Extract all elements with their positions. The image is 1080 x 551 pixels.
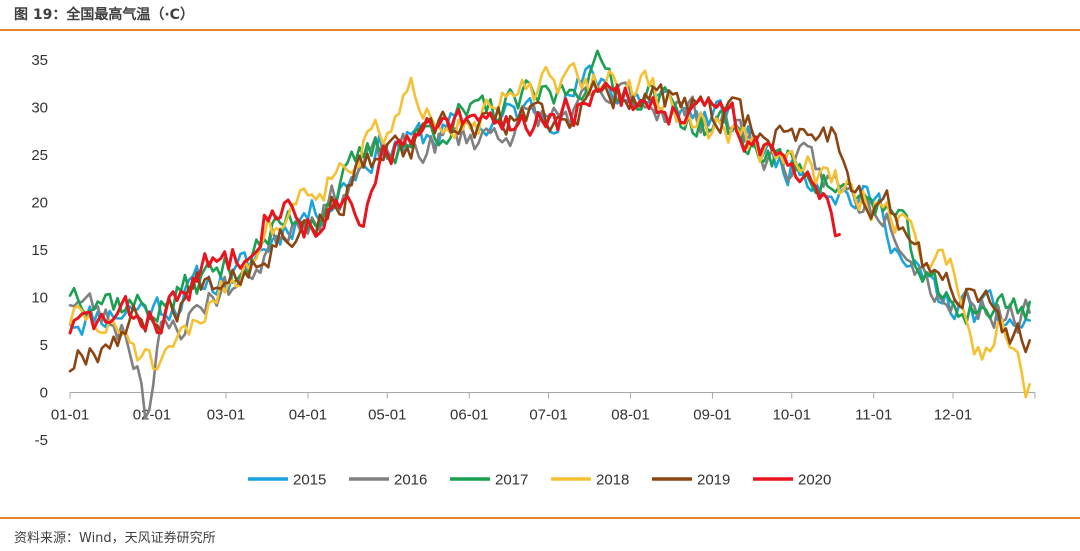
x-tick-label: 04-01 (289, 407, 327, 424)
series-line-2015 (68, 64, 1031, 337)
x-tick-label: 12-01 (934, 407, 972, 424)
figure-title: 图 19：全国最高气温（·C） (14, 7, 194, 23)
chart-legend: 2015 2016 2017 2018 2019 2020 (248, 472, 831, 489)
y-tick-label: 20 (31, 195, 48, 212)
x-tick-label: 01-01 (51, 407, 89, 424)
x-tick-label: 11-01 (855, 407, 892, 424)
y-tick-label: -5 (35, 432, 48, 449)
y-tick-label: 35 (31, 52, 48, 69)
x-tick-label: 02-01 (133, 407, 171, 424)
chart-series (68, 49, 1031, 420)
source-note: 资料来源：Wind，天风证券研究所 (14, 531, 216, 546)
chart-axes: -5 0 5 10 15 20 25 30 35 01-01 02-01 03-01 04-01 05-0… (31, 52, 1036, 449)
source-divider (0, 517, 1080, 519)
series-line-2017 (68, 49, 1031, 326)
x-tick-label: 10-01 (773, 407, 811, 424)
y-tick-label: 15 (31, 242, 48, 259)
x-tick-label: 09-01 (693, 407, 731, 424)
y-tick-label: 30 (31, 100, 48, 117)
legend-label-2019: 2019 (697, 472, 730, 489)
legend-label-2017: 2017 (495, 472, 528, 489)
y-tick-label: 5 (40, 337, 48, 354)
x-tick-label: 03-01 (207, 407, 245, 424)
x-tick-label: 08-01 (611, 407, 649, 424)
x-tick-label: 06-01 (450, 407, 488, 424)
series-line-2020 (68, 81, 841, 335)
x-tick-label: 07-01 (529, 407, 567, 424)
y-tick-label: 10 (31, 290, 48, 307)
y-tick-label: 0 (40, 385, 48, 402)
legend-label-2020: 2020 (798, 472, 831, 489)
series-line-2019 (68, 80, 1031, 373)
legend-label-2015: 2015 (293, 472, 326, 489)
legend-label-2016: 2016 (394, 472, 427, 489)
legend-label-2018: 2018 (596, 472, 629, 489)
line-chart: -5 0 5 10 15 20 25 30 35 01-01 02-01 03-01 04-01 05-0… (31, 49, 1036, 489)
y-tick-label: 25 (31, 147, 48, 164)
x-tick-label: 05-01 (368, 407, 406, 424)
title-divider (0, 29, 1080, 31)
